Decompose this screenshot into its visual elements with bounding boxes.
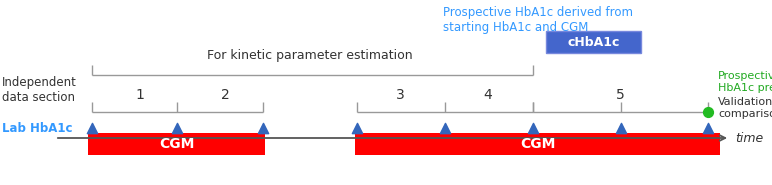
FancyBboxPatch shape — [546, 31, 641, 53]
Bar — [88, 133, 265, 155]
Point — [615, 127, 627, 130]
Text: 1: 1 — [136, 88, 144, 102]
Text: 3: 3 — [395, 88, 405, 102]
Text: Validation
comparison: Validation comparison — [718, 97, 772, 119]
Point — [350, 127, 363, 130]
Point — [702, 110, 714, 113]
Text: 5: 5 — [615, 88, 625, 102]
Point — [86, 127, 98, 130]
Text: CGM: CGM — [159, 137, 195, 151]
Point — [438, 127, 451, 130]
Bar — [355, 133, 720, 155]
Point — [171, 127, 183, 130]
Text: cHbA1c: cHbA1c — [567, 36, 620, 48]
Text: For kinetic parameter estimation: For kinetic parameter estimation — [207, 48, 413, 61]
Text: CGM: CGM — [520, 137, 555, 151]
Point — [257, 127, 269, 130]
Text: Lab HbA1c: Lab HbA1c — [2, 122, 73, 134]
Text: Prospective HbA1c derived from
starting HbA1c and CGM: Prospective HbA1c derived from starting … — [443, 6, 633, 34]
Text: time: time — [735, 132, 764, 144]
Point — [527, 127, 539, 130]
Text: 4: 4 — [483, 88, 493, 102]
Text: Prospective
HbA1c prediction: Prospective HbA1c prediction — [718, 71, 772, 93]
Text: Independent
data section: Independent data section — [2, 76, 77, 104]
Text: 2: 2 — [221, 88, 229, 102]
Point — [702, 127, 714, 130]
